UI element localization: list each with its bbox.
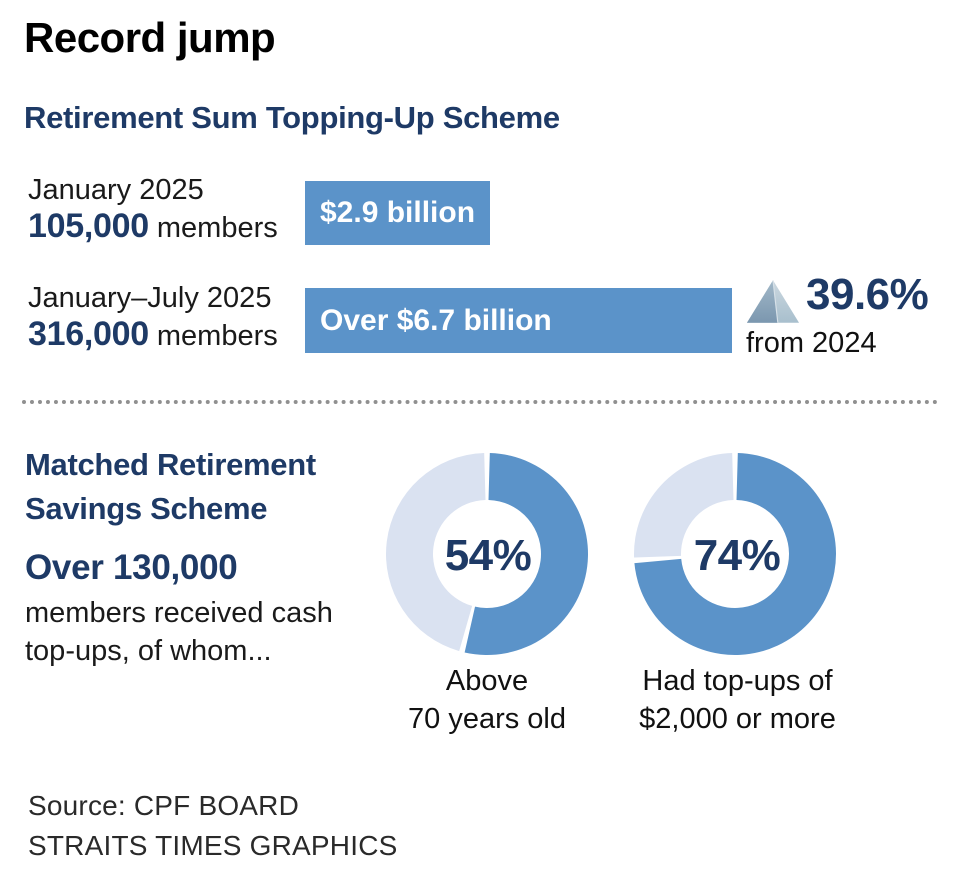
donut-1-caption: Above 70 years old xyxy=(377,662,597,738)
donut-2-center-label: 74% xyxy=(693,531,781,580)
bar-row-2-period: January–July 2025 xyxy=(28,282,272,314)
bar-row-2-members-value: 316,000 xyxy=(28,315,149,353)
donut-2-caption-line2: $2,000 or more xyxy=(639,703,836,735)
source-line1: Source: CPF BOARD xyxy=(28,790,300,821)
increase-arrow-icon xyxy=(746,279,800,324)
bar-row-1-members: 105,000 members xyxy=(28,208,278,246)
donut-2-caption-line1: Had top-ups of xyxy=(642,665,833,697)
section2-highlight: Over 130,000 xyxy=(25,548,238,587)
bar-row-1-members-value: 105,000 xyxy=(28,207,149,245)
page-title: Record jump xyxy=(24,14,276,61)
scheme-title: Retirement Sum Topping-Up Scheme xyxy=(24,100,560,135)
bar-row-2-label: January–July 2025 316,000 members xyxy=(28,280,278,354)
bar-row-2-members: 316,000 members xyxy=(28,316,278,354)
section2-title-line1: Matched Retirement xyxy=(25,447,316,482)
donut-1-center-label: 54% xyxy=(444,531,532,580)
increase-caption: from 2024 xyxy=(746,327,877,359)
donut-chart-above-70 xyxy=(385,452,589,656)
bar-row-1-label: January 2025 105,000 members xyxy=(28,172,278,246)
bar-row-2-members-word: members xyxy=(148,320,278,352)
donut-2-caption: Had top-ups of $2,000 or more xyxy=(610,662,865,738)
bar-row-1-members-word: members xyxy=(148,212,278,244)
increase-percent: 39.6% xyxy=(806,270,929,319)
section2-title-line2: Savings Scheme xyxy=(25,491,268,526)
bar-2025-jan: $2.9 billion xyxy=(305,181,490,245)
section2-body-line1: members received cash xyxy=(25,597,333,629)
dotted-divider xyxy=(22,400,938,404)
source-credit: Source: CPF BOARD STRAITS TIMES GRAPHICS xyxy=(28,786,398,866)
bar-2025-jan-value-label: $2.9 billion xyxy=(320,196,476,229)
source-line2: STRAITS TIMES GRAPHICS xyxy=(28,830,398,861)
section2-body: members received cash top-ups, of whom..… xyxy=(25,594,333,670)
section2-title: Matched Retirement Savings Scheme xyxy=(25,443,316,531)
donut-1-caption-line2: 70 years old xyxy=(408,703,566,735)
bar-2025-jan-jul-value-label: Over $6.7 billion xyxy=(320,303,552,337)
donut-chart-topups-2000 xyxy=(633,452,837,656)
section2-body-line2: top-ups, of whom... xyxy=(25,635,272,667)
bar-2025-jan-jul: Over $6.7 billion xyxy=(305,288,732,353)
bar-row-1-period: January 2025 xyxy=(28,174,204,206)
donut-1-caption-line1: Above xyxy=(445,665,529,697)
